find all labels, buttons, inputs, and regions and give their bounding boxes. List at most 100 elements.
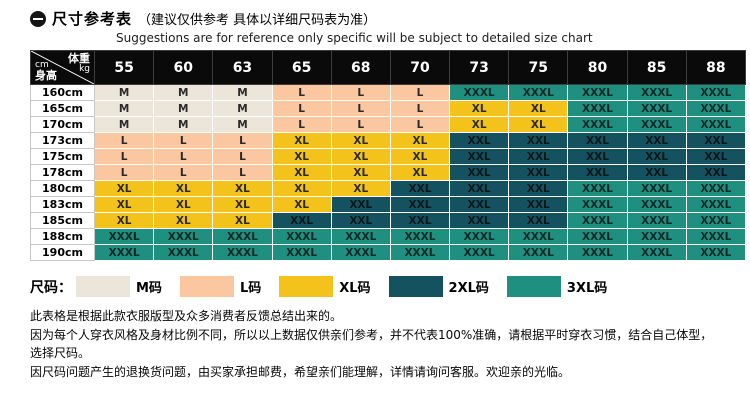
height-label-160cm: 160cm	[30, 84, 95, 101]
size-cell: L	[271, 116, 332, 133]
height-label-178cm: 178cm	[30, 164, 95, 181]
size-cell: XXXL	[567, 84, 628, 101]
size-cell: XXXL	[153, 244, 214, 261]
size-cell: XXL	[685, 164, 747, 181]
size-cell: L	[389, 100, 451, 117]
size-cell: M	[212, 84, 273, 101]
size-cell: XXXL	[567, 228, 628, 245]
height-label-text: 身高	[35, 69, 57, 83]
size-cell: XL	[449, 116, 510, 133]
weight-header-70: 70	[389, 50, 451, 85]
size-cell: XXXL	[626, 180, 687, 197]
legend-swatch-L	[179, 276, 234, 297]
table-row-173cm: 173cm L L L XL XL XL XXL XXL XXL XXL XXL	[30, 132, 747, 149]
corner-height-label: cm 身高	[35, 60, 57, 83]
size-cell: XXXL	[626, 116, 687, 133]
table-row-185cm: 185cm XL XL XL XXL XXL XXL XXL XXL XXXL XXXL XXXL	[30, 212, 747, 229]
size-cell: XXXL	[449, 228, 510, 245]
height-label-165cm: 165cm	[30, 100, 95, 117]
size-cell: L	[93, 132, 155, 149]
size-cell: L	[153, 132, 214, 149]
legend-swatch-XL	[279, 276, 334, 297]
size-cell: XXXL	[508, 228, 569, 245]
size-cell: XXXL	[153, 228, 214, 245]
size-cell: XXL	[449, 148, 510, 165]
size-cell: XL	[271, 148, 332, 165]
table-row-190cm: 190cm XXXL XXXL XXXL XXXL XXXL XXXL XXXL XXXL XXX…	[30, 244, 747, 261]
table-row-188cm: 188cm XXXL XXXL XXXL XXXL XXXL XXXL XXXL XXXL XXX…	[30, 228, 747, 245]
table-row-175cm: 175cm L L L XL XL XL XXL XXL XXL XXL XXL	[30, 148, 747, 165]
minus-circle-icon	[30, 10, 46, 27]
size-cell: XXXL	[508, 84, 569, 101]
subtitle-english: Suggestions are for reference only speci…	[116, 31, 593, 45]
size-cell: XXL	[508, 180, 569, 197]
size-cell: XXXL	[626, 212, 687, 229]
size-cell: XXXL	[626, 84, 687, 101]
size-cell: XXXL	[389, 244, 451, 261]
size-table: 体重 kg cm 身高 55 60 63 65 68 70 73 75 80 85 88 160cm…	[30, 50, 747, 261]
size-cell: XL	[271, 196, 332, 213]
size-cell: L	[271, 100, 332, 117]
size-cell: XL	[93, 196, 155, 213]
size-cell: XL	[330, 164, 391, 181]
size-cell: XXL	[508, 212, 569, 229]
size-legend: 尺码： M码 L码 XL码 2XL码 3XL码	[30, 276, 750, 297]
size-cell: XXXL	[567, 196, 628, 213]
size-cell: XXXL	[685, 100, 747, 117]
page-title: 尺寸参考表	[52, 10, 133, 28]
size-cell: XXL	[508, 164, 569, 181]
table-row-170cm: 170cm M M M L L L XL XL XXXL XXXL XXXL	[30, 116, 747, 133]
size-cell: XXL	[449, 212, 510, 229]
size-cell: XXL	[389, 212, 451, 229]
size-cell: XL	[389, 132, 451, 149]
size-cell: XXXL	[626, 244, 687, 261]
weight-header-80: 80	[567, 50, 628, 85]
size-cell: XL	[93, 212, 155, 229]
size-cell: L	[389, 116, 451, 133]
size-cell: XXL	[626, 132, 687, 149]
diagonal-divider	[31, 51, 94, 84]
legend-label-L: L码	[239, 281, 262, 296]
size-cell: L	[153, 164, 214, 181]
footer-line: 因为每个人穿衣风格及身材比例不同，所以以上数据仅供亲们参考，并不代表100%准确…	[30, 327, 713, 361]
size-cell: XL	[330, 148, 391, 165]
size-cell: XXXL	[626, 228, 687, 245]
size-cell: XXXL	[685, 212, 747, 229]
size-cell: XXXL	[567, 100, 628, 117]
size-cell: XXXL	[93, 228, 155, 245]
weight-header-55: 55	[93, 50, 155, 85]
size-cell: XL	[508, 116, 569, 133]
height-label-190cm: 190cm	[30, 244, 95, 261]
size-cell: XL	[271, 132, 332, 149]
size-cell: XXXL	[685, 196, 747, 213]
size-cell: XL	[153, 212, 214, 229]
size-cell: XXXL	[685, 228, 747, 245]
height-label-175cm: 175cm	[30, 148, 95, 165]
size-cell: XXL	[389, 180, 451, 197]
height-label-183cm: 183cm	[30, 196, 95, 213]
size-cell: XXXL	[212, 228, 273, 245]
table-row-160cm: 160cm M M M L L L XXXL XXXL XXXL XXXL XXXL	[30, 84, 747, 101]
size-cell: L	[389, 84, 451, 101]
page-title-note: （建议仅供参考 具体以详细尺码表为准）	[138, 13, 377, 28]
size-cell: L	[271, 84, 332, 101]
weight-header-88: 88	[685, 50, 747, 85]
size-cell: XXL	[389, 196, 451, 213]
size-cell: XXXL	[567, 212, 628, 229]
size-cell: XXL	[626, 148, 687, 165]
weight-header-65: 65	[271, 50, 332, 85]
size-cell: L	[330, 84, 391, 101]
size-cell: XL	[389, 164, 451, 181]
size-cell: XXL	[449, 180, 510, 197]
size-cell: XXXL	[330, 244, 391, 261]
size-cell: M	[93, 100, 155, 117]
corner-weight-label: 体重 kg	[68, 53, 90, 74]
size-cell: L	[153, 148, 214, 165]
size-cell: XXL	[271, 212, 332, 229]
size-cell: XL	[153, 196, 214, 213]
size-cell: XXXL	[567, 180, 628, 197]
footer-line: 此表格是根据此款衣服版型及众多消费者反馈总结出来的。	[30, 309, 343, 323]
size-cell: XXXL	[271, 244, 332, 261]
size-cell: XL	[330, 180, 391, 197]
